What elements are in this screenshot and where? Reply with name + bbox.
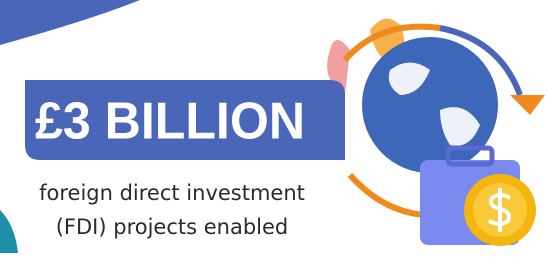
caption: foreign direct investment xyxy=(39,181,305,205)
corner-shape xyxy=(0,0,140,45)
corner-circle xyxy=(0,210,18,253)
headline: £3 BILLION xyxy=(35,93,305,151)
infographic: £3 BILLION foreign direct investment (FD… xyxy=(0,0,554,253)
globe xyxy=(362,37,498,173)
caption: (FDI) projects enabled xyxy=(56,215,289,239)
arrow-head xyxy=(510,95,545,115)
